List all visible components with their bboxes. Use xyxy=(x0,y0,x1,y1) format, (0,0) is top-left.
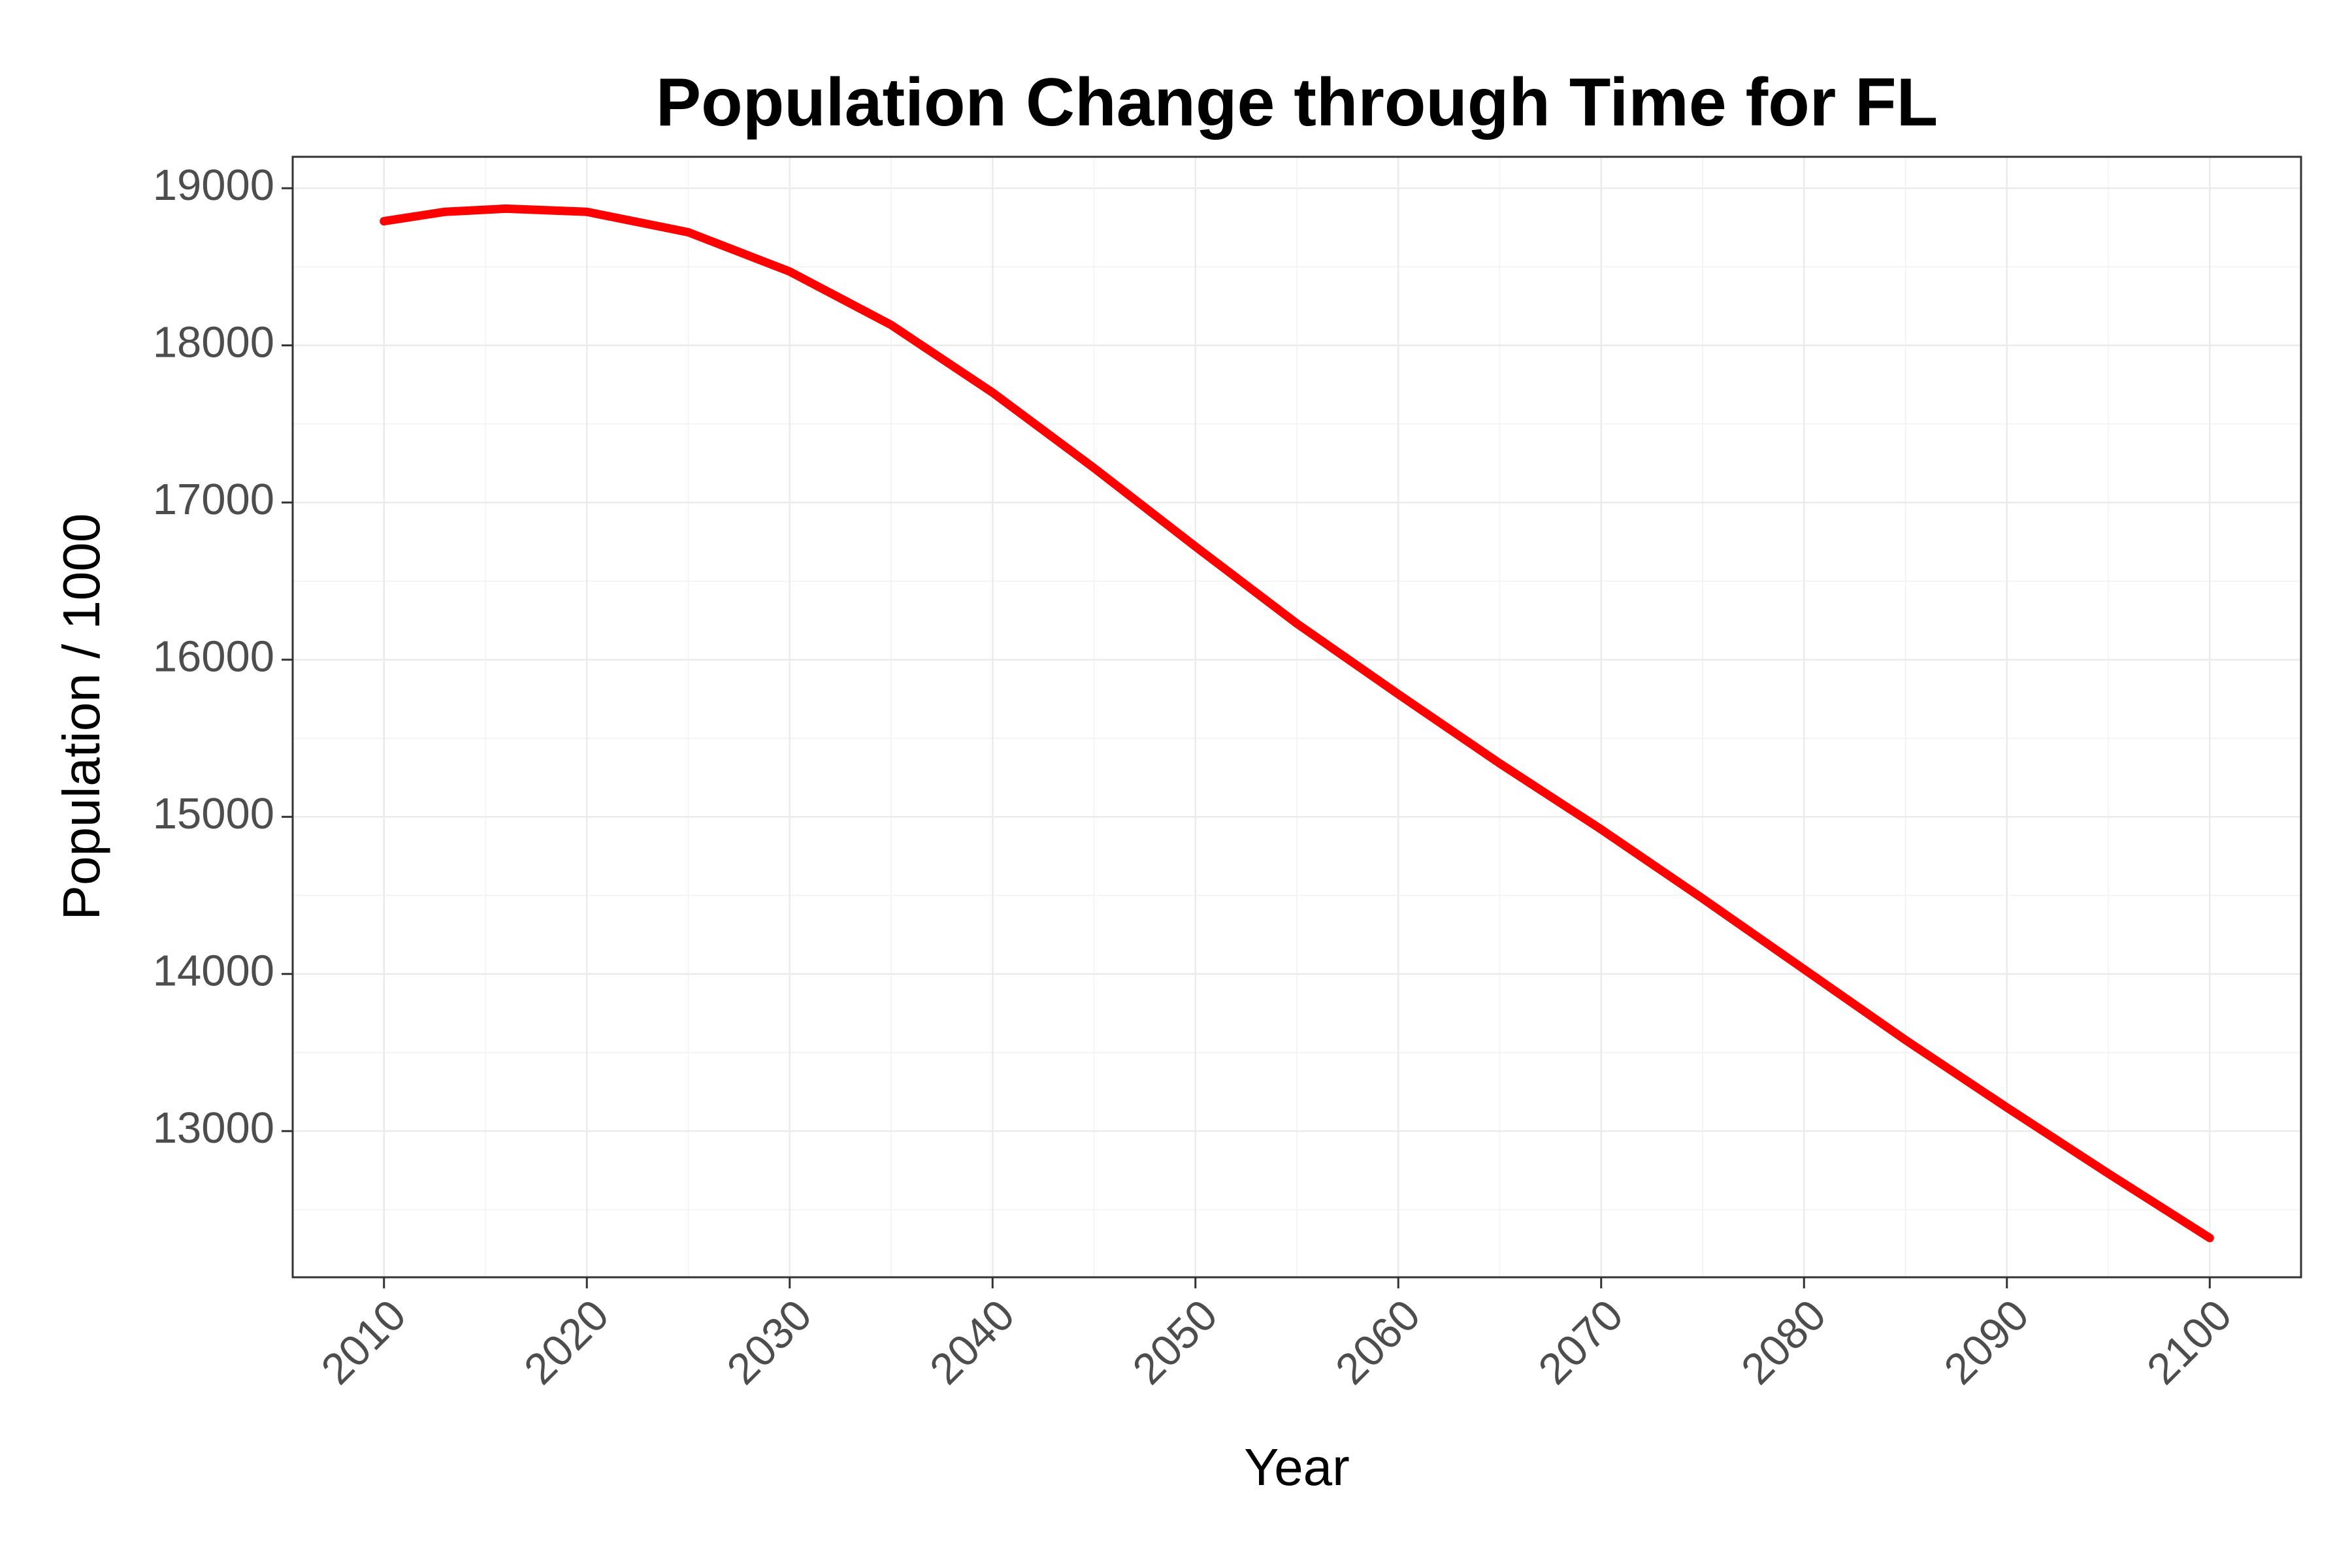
y-tick-label: 13000 xyxy=(153,1103,274,1152)
x-tick-label: 2090 xyxy=(1935,1290,2038,1394)
plot-panel-border xyxy=(291,155,2302,1279)
y-tick-label: 17000 xyxy=(153,475,274,524)
grid xyxy=(293,157,2301,1277)
x-tick-label: 2100 xyxy=(2138,1290,2241,1394)
y-axis-title: Population / 1000 xyxy=(52,514,110,921)
x-tick-label: 2030 xyxy=(717,1290,821,1394)
y-tick-label: 15000 xyxy=(153,789,274,838)
y-tick-label: 14000 xyxy=(153,946,274,995)
population-line xyxy=(380,204,2214,1243)
y-tick-label: 19000 xyxy=(153,161,274,210)
x-tick-label: 2070 xyxy=(1529,1290,1632,1394)
chart-title: Population Change through Time for FL xyxy=(656,65,1938,140)
y-tick-label: 16000 xyxy=(153,632,274,681)
x-tick-label: 2010 xyxy=(312,1290,415,1394)
x-tick-label: 2080 xyxy=(1732,1290,1835,1394)
x-tick-label: 2060 xyxy=(1326,1290,1429,1394)
x-tick-label: 2050 xyxy=(1123,1290,1226,1394)
series xyxy=(380,204,2214,1243)
y-tick-label: 18000 xyxy=(153,318,274,367)
x-tick-label: 2020 xyxy=(515,1290,618,1394)
x-tick-label: 2040 xyxy=(921,1290,1024,1394)
x-axis-title: Year xyxy=(1244,1438,1350,1496)
